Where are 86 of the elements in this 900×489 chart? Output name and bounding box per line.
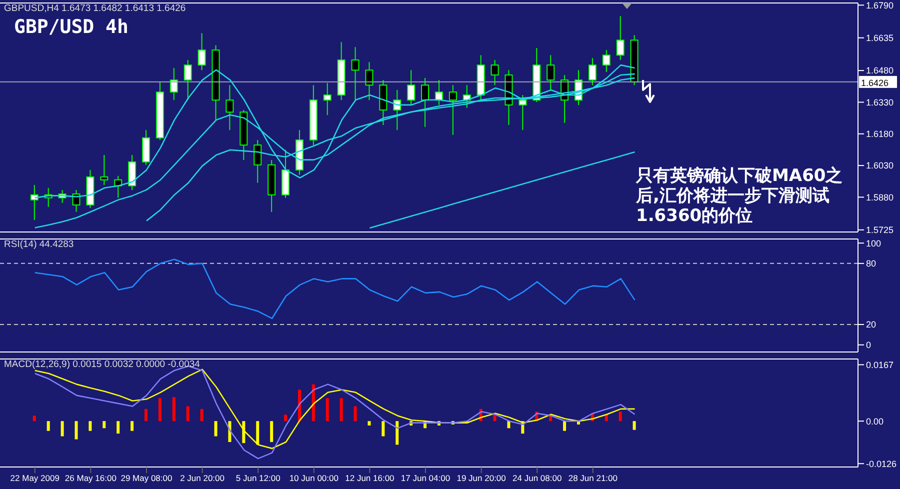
- candlestick: [616, 16, 624, 60]
- bar: [186, 406, 190, 422]
- y-tick-label: 1.6030: [866, 160, 894, 171]
- bar: [88, 421, 92, 431]
- y-tick-label: 0.00: [866, 416, 884, 426]
- candlestick: [490, 59, 499, 86]
- x-tick-label: 26 May 16:00: [64, 473, 117, 484]
- bar: [130, 421, 134, 431]
- y-tick-label: 100: [866, 238, 882, 248]
- line-series: [34, 258, 636, 320]
- bar: [60, 421, 64, 436]
- line-series: [369, 151, 636, 229]
- bar: [256, 421, 260, 445]
- bar: [74, 421, 78, 440]
- candlestick: [198, 32, 206, 71]
- chart-title: RSI(14) 44.4283: [4, 239, 74, 250]
- bar: [618, 412, 622, 422]
- bar: [284, 414, 288, 422]
- x-tick-label: 29 May 08:00: [120, 473, 173, 484]
- bar: [340, 398, 343, 422]
- bar: [312, 384, 315, 422]
- bar: [172, 397, 176, 422]
- candlestick: [602, 50, 610, 73]
- y-tick-label: 20: [866, 320, 876, 330]
- candlestick: [393, 89, 402, 131]
- bar: [563, 421, 566, 431]
- chart-title: MACD(12,26,9) 0.0015 0.0032 0.0000 -0.0034: [4, 359, 200, 370]
- y-tick-label: 1.6480: [866, 66, 894, 76]
- candlestick: [184, 59, 192, 101]
- chart-title: GBPUSD,H4 1.6473 1.6482 1.6413 1.6426: [4, 3, 186, 14]
- candlestick: [351, 46, 360, 101]
- candlestick: [170, 68, 178, 101]
- candlestick: [226, 84, 234, 131]
- bar: [368, 421, 371, 426]
- y-tick-label: 1.5725: [866, 225, 894, 236]
- y-tick-label: 80: [866, 258, 876, 269]
- candlestick: [128, 154, 136, 190]
- candlestick: [518, 94, 527, 131]
- y-tick-label: 1.6635: [866, 33, 894, 44]
- ref-line-label: 1.6426: [861, 78, 889, 88]
- x-tick-label: 19 Jun 20:00: [456, 473, 506, 484]
- bar: [382, 421, 385, 436]
- candlestick: [407, 70, 416, 106]
- bar: [507, 421, 510, 428]
- x-tick-label: 28 Jun 21:00: [568, 473, 618, 484]
- x-tick-label: 22 May 2009: [10, 473, 60, 484]
- x-tick-label: 10 Jun 00:00: [289, 473, 339, 484]
- bar: [200, 408, 204, 422]
- y-tick-label: 1.6330: [866, 97, 894, 108]
- candlestick: [72, 190, 80, 212]
- candlestick: [30, 184, 38, 220]
- bar: [158, 398, 162, 422]
- y-tick-label: 1.6790: [866, 0, 894, 10]
- candlestick: [448, 84, 457, 136]
- bar: [242, 421, 246, 444]
- x-tick-label: 17 Jun 04:00: [400, 473, 450, 484]
- candlestick: [421, 77, 430, 128]
- candlestick: [323, 82, 332, 116]
- bar: [32, 416, 36, 422]
- x-tick-label: 24 Jun 08:00: [512, 473, 562, 484]
- y-tick-label: 0: [866, 340, 872, 350]
- bar: [270, 421, 274, 442]
- candlestick: [546, 54, 555, 90]
- bar: [214, 421, 218, 436]
- annotation: 只有英镑确认下破MA60之后,汇价将进一步下滑测试1.6360的价位: [636, 166, 844, 226]
- bar: [116, 421, 120, 434]
- bar: [144, 408, 148, 422]
- x-tick-label: 5 Jun 12:00: [236, 473, 281, 484]
- x-tick-label: 12 Jun 16:00: [345, 473, 395, 484]
- bar: [604, 414, 608, 422]
- bar: [632, 421, 636, 430]
- y-tick-label: -0.0126: [866, 458, 897, 469]
- text: GBP/USD 4h: [14, 16, 128, 38]
- y-tick-label: 1.6180: [866, 129, 894, 140]
- y-tick-label: 0.0167: [866, 360, 894, 370]
- y-tick-label: 1.5880: [866, 192, 894, 202]
- bar: [396, 421, 399, 445]
- candlestick: [588, 58, 596, 86]
- candlestick: [254, 139, 262, 184]
- bar: [46, 421, 50, 431]
- bar: [326, 398, 329, 422]
- bar: [354, 406, 357, 422]
- candlestick: [365, 62, 374, 101]
- candlestick: [100, 154, 108, 186]
- bar: [102, 421, 106, 428]
- x-tick-label: 2 Jun 20:00: [180, 473, 225, 484]
